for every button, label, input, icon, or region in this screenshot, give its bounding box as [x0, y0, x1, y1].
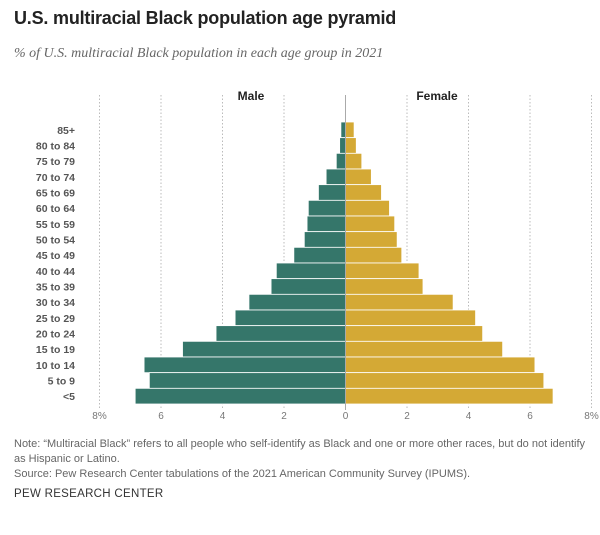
bar-male: [270, 278, 346, 295]
footer-brand: PEW RESEARCH CENTER: [14, 488, 164, 500]
legend-male: Male: [238, 89, 265, 103]
bar-male: [134, 387, 346, 405]
age-group-label: 5 to 9: [48, 376, 76, 388]
age-group-label: 15 to 19: [36, 344, 75, 356]
age-group-label: 65 to 69: [36, 188, 75, 200]
bar-male: [340, 121, 346, 139]
chart-title: U.S. multiracial Black population age py…: [14, 8, 397, 28]
chart-notes: Note: “Multiracial Black” refers to all …: [14, 437, 594, 482]
age-group-label: 85+: [57, 125, 75, 137]
age-group-label: 40 to 44: [36, 266, 75, 278]
x-tick-label: 4: [220, 411, 226, 422]
bar-female: [345, 215, 396, 233]
age-group-label: 75 to 79: [36, 156, 75, 168]
bar-male: [215, 325, 346, 342]
age-group-label: 80 to 84: [36, 141, 75, 153]
bar-male: [248, 293, 346, 311]
bar-male: [335, 152, 346, 170]
bar-male: [306, 215, 346, 233]
bar-female: [345, 278, 424, 295]
x-tick-label: 2: [281, 411, 287, 422]
age-group-label: 55 to 59: [36, 219, 75, 231]
age-group-label: 45 to 49: [36, 250, 75, 262]
bar-female: [345, 262, 420, 280]
bar-female: [345, 184, 382, 201]
bar-female: [345, 387, 554, 405]
bar-female: [345, 121, 355, 139]
bar-female: [345, 168, 372, 186]
bar-male: [293, 246, 346, 264]
age-group-label: 70 to 74: [36, 172, 75, 184]
bar-male: [143, 356, 346, 374]
age-group-label: 25 to 29: [36, 313, 75, 325]
bar-female: [345, 199, 390, 217]
bar-male: [182, 340, 346, 358]
bar-female: [345, 325, 484, 342]
bar-female: [345, 137, 357, 154]
age-group-label: 10 to 14: [36, 360, 75, 372]
x-tick-label: 0: [343, 411, 349, 422]
bar-female: [345, 372, 545, 389]
bar-male: [325, 168, 346, 186]
bar-female: [345, 231, 398, 248]
x-tick-label: 2: [404, 411, 410, 422]
age-group-label: 60 to 64: [36, 203, 75, 215]
bar-male: [148, 372, 346, 389]
age-group-label: 35 to 39: [36, 282, 75, 294]
x-tick-label: 8%: [584, 411, 599, 422]
age-group-label: 30 to 34: [36, 297, 75, 309]
source-text: Source: Pew Research Center tabulations …: [14, 468, 471, 480]
age-group-label: 50 to 54: [36, 235, 75, 247]
bar-male: [307, 199, 346, 217]
bar-male: [339, 137, 346, 154]
x-tick-label: 4: [466, 411, 472, 422]
bar-male: [318, 184, 346, 201]
age-group-label: <5: [63, 391, 75, 403]
bar-male: [234, 309, 346, 327]
x-tick-label: 8%: [92, 411, 107, 422]
bar-female: [345, 309, 476, 327]
age-group-label: 20 to 24: [36, 329, 75, 341]
bar-male: [275, 262, 346, 280]
legend-female: Female: [416, 89, 458, 103]
bar-female: [345, 356, 536, 374]
x-tick-label: 6: [527, 411, 533, 422]
bar-female: [345, 293, 454, 311]
bar-female: [345, 246, 403, 264]
bar-female: [345, 340, 504, 358]
bar-female: [345, 152, 363, 170]
x-tick-label: 6: [158, 411, 164, 422]
chart-subtitle: % of U.S. multiracial Black population i…: [14, 46, 384, 61]
note-text: Note: “Multiracial Black” refers to all …: [14, 438, 586, 465]
bar-male: [303, 231, 346, 248]
